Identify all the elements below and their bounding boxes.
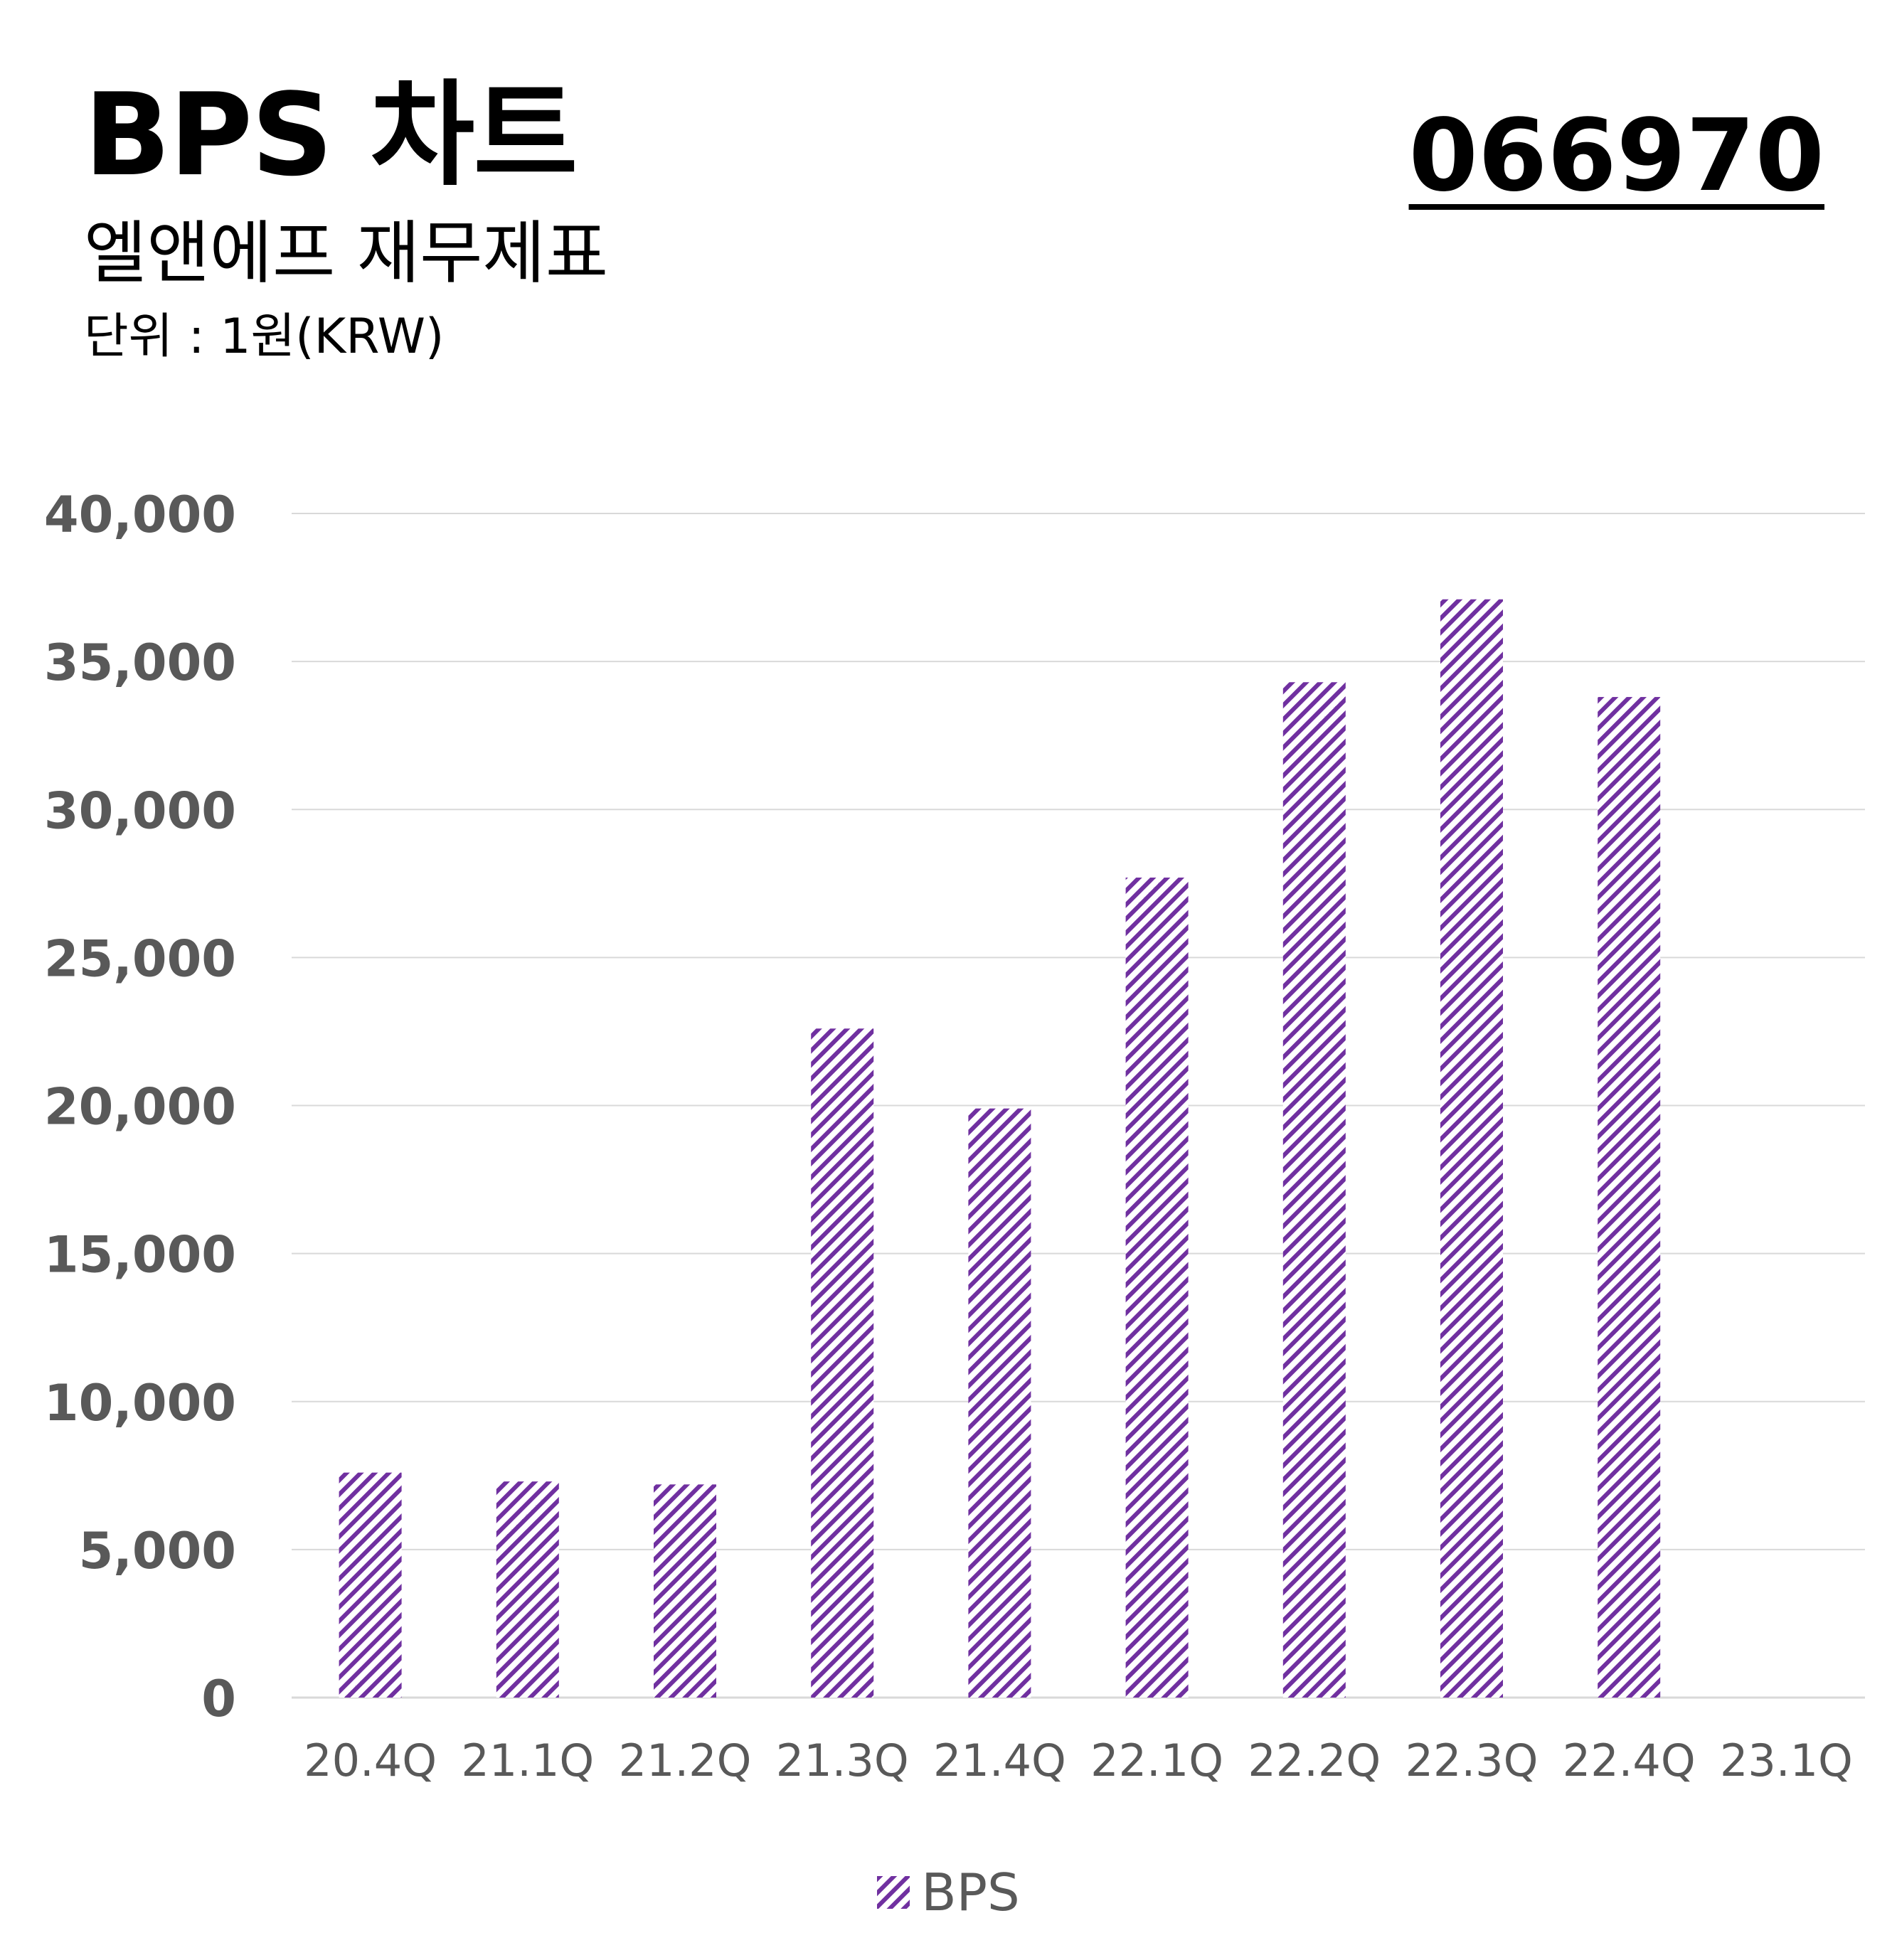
x-tick-label: 21.3Q [776, 1735, 909, 1786]
x-tick-label: 21.4Q [933, 1735, 1066, 1786]
chart-title: BPS 차트 [84, 68, 578, 201]
legend-label-bps: BPS [921, 1863, 1020, 1922]
bar-21.3Q [811, 1028, 874, 1698]
y-tick-label: 20,000 [44, 1078, 236, 1136]
x-tick-label: 22.2Q [1248, 1735, 1381, 1786]
x-tick-label: 20.4Q [304, 1735, 437, 1786]
x-tick-label: 22.4Q [1563, 1735, 1696, 1786]
y-tick-label: 30,000 [44, 782, 236, 840]
x-tick-label: 23.1Q [1720, 1735, 1853, 1786]
bars [339, 599, 1661, 1698]
y-tick-label: 10,000 [44, 1374, 236, 1432]
y-tick-label: 5,000 [79, 1522, 236, 1580]
bar-21.1Q [496, 1481, 559, 1698]
y-tick-label: 40,000 [44, 486, 236, 544]
y-tick-label: 25,000 [44, 930, 236, 988]
bar-22.2Q [1282, 682, 1346, 1698]
y-tick-label: 0 [201, 1670, 236, 1728]
y-tick-label: 35,000 [44, 634, 236, 692]
chart-subtitle: 엘앤에프 재무제표 [84, 213, 609, 293]
x-tick-label: 21.2Q [619, 1735, 752, 1786]
legend-swatch-bps [877, 1876, 910, 1909]
y-axis-ticks: 0 5,000 10,000 15,000 20,000 25,000 30,000 35,0… [44, 486, 236, 1728]
bar-22.1Q [1125, 877, 1189, 1698]
x-axis-ticks: 20.4Q 21.1Q 21.2Q 21.3Q 21.4Q 22.1Q 22.2Q 22.3Q… [304, 1735, 1853, 1786]
ticker-code: 066970 [1408, 98, 1824, 214]
bar-22.4Q [1598, 697, 1661, 1698]
x-tick-label: 22.1Q [1090, 1735, 1223, 1786]
legend: BPS [0, 1867, 1897, 1918]
bar-21.2Q [654, 1484, 716, 1698]
bar-20.4Q [339, 1472, 402, 1698]
bar-21.4Q [968, 1108, 1031, 1698]
x-tick-label: 22.3Q [1406, 1735, 1539, 1786]
unit-label: 단위 : 1원(KRW) [84, 309, 445, 365]
y-tick-label: 15,000 [44, 1226, 236, 1284]
bar-22.3Q [1440, 599, 1503, 1698]
x-tick-label: 21.1Q [461, 1735, 594, 1786]
